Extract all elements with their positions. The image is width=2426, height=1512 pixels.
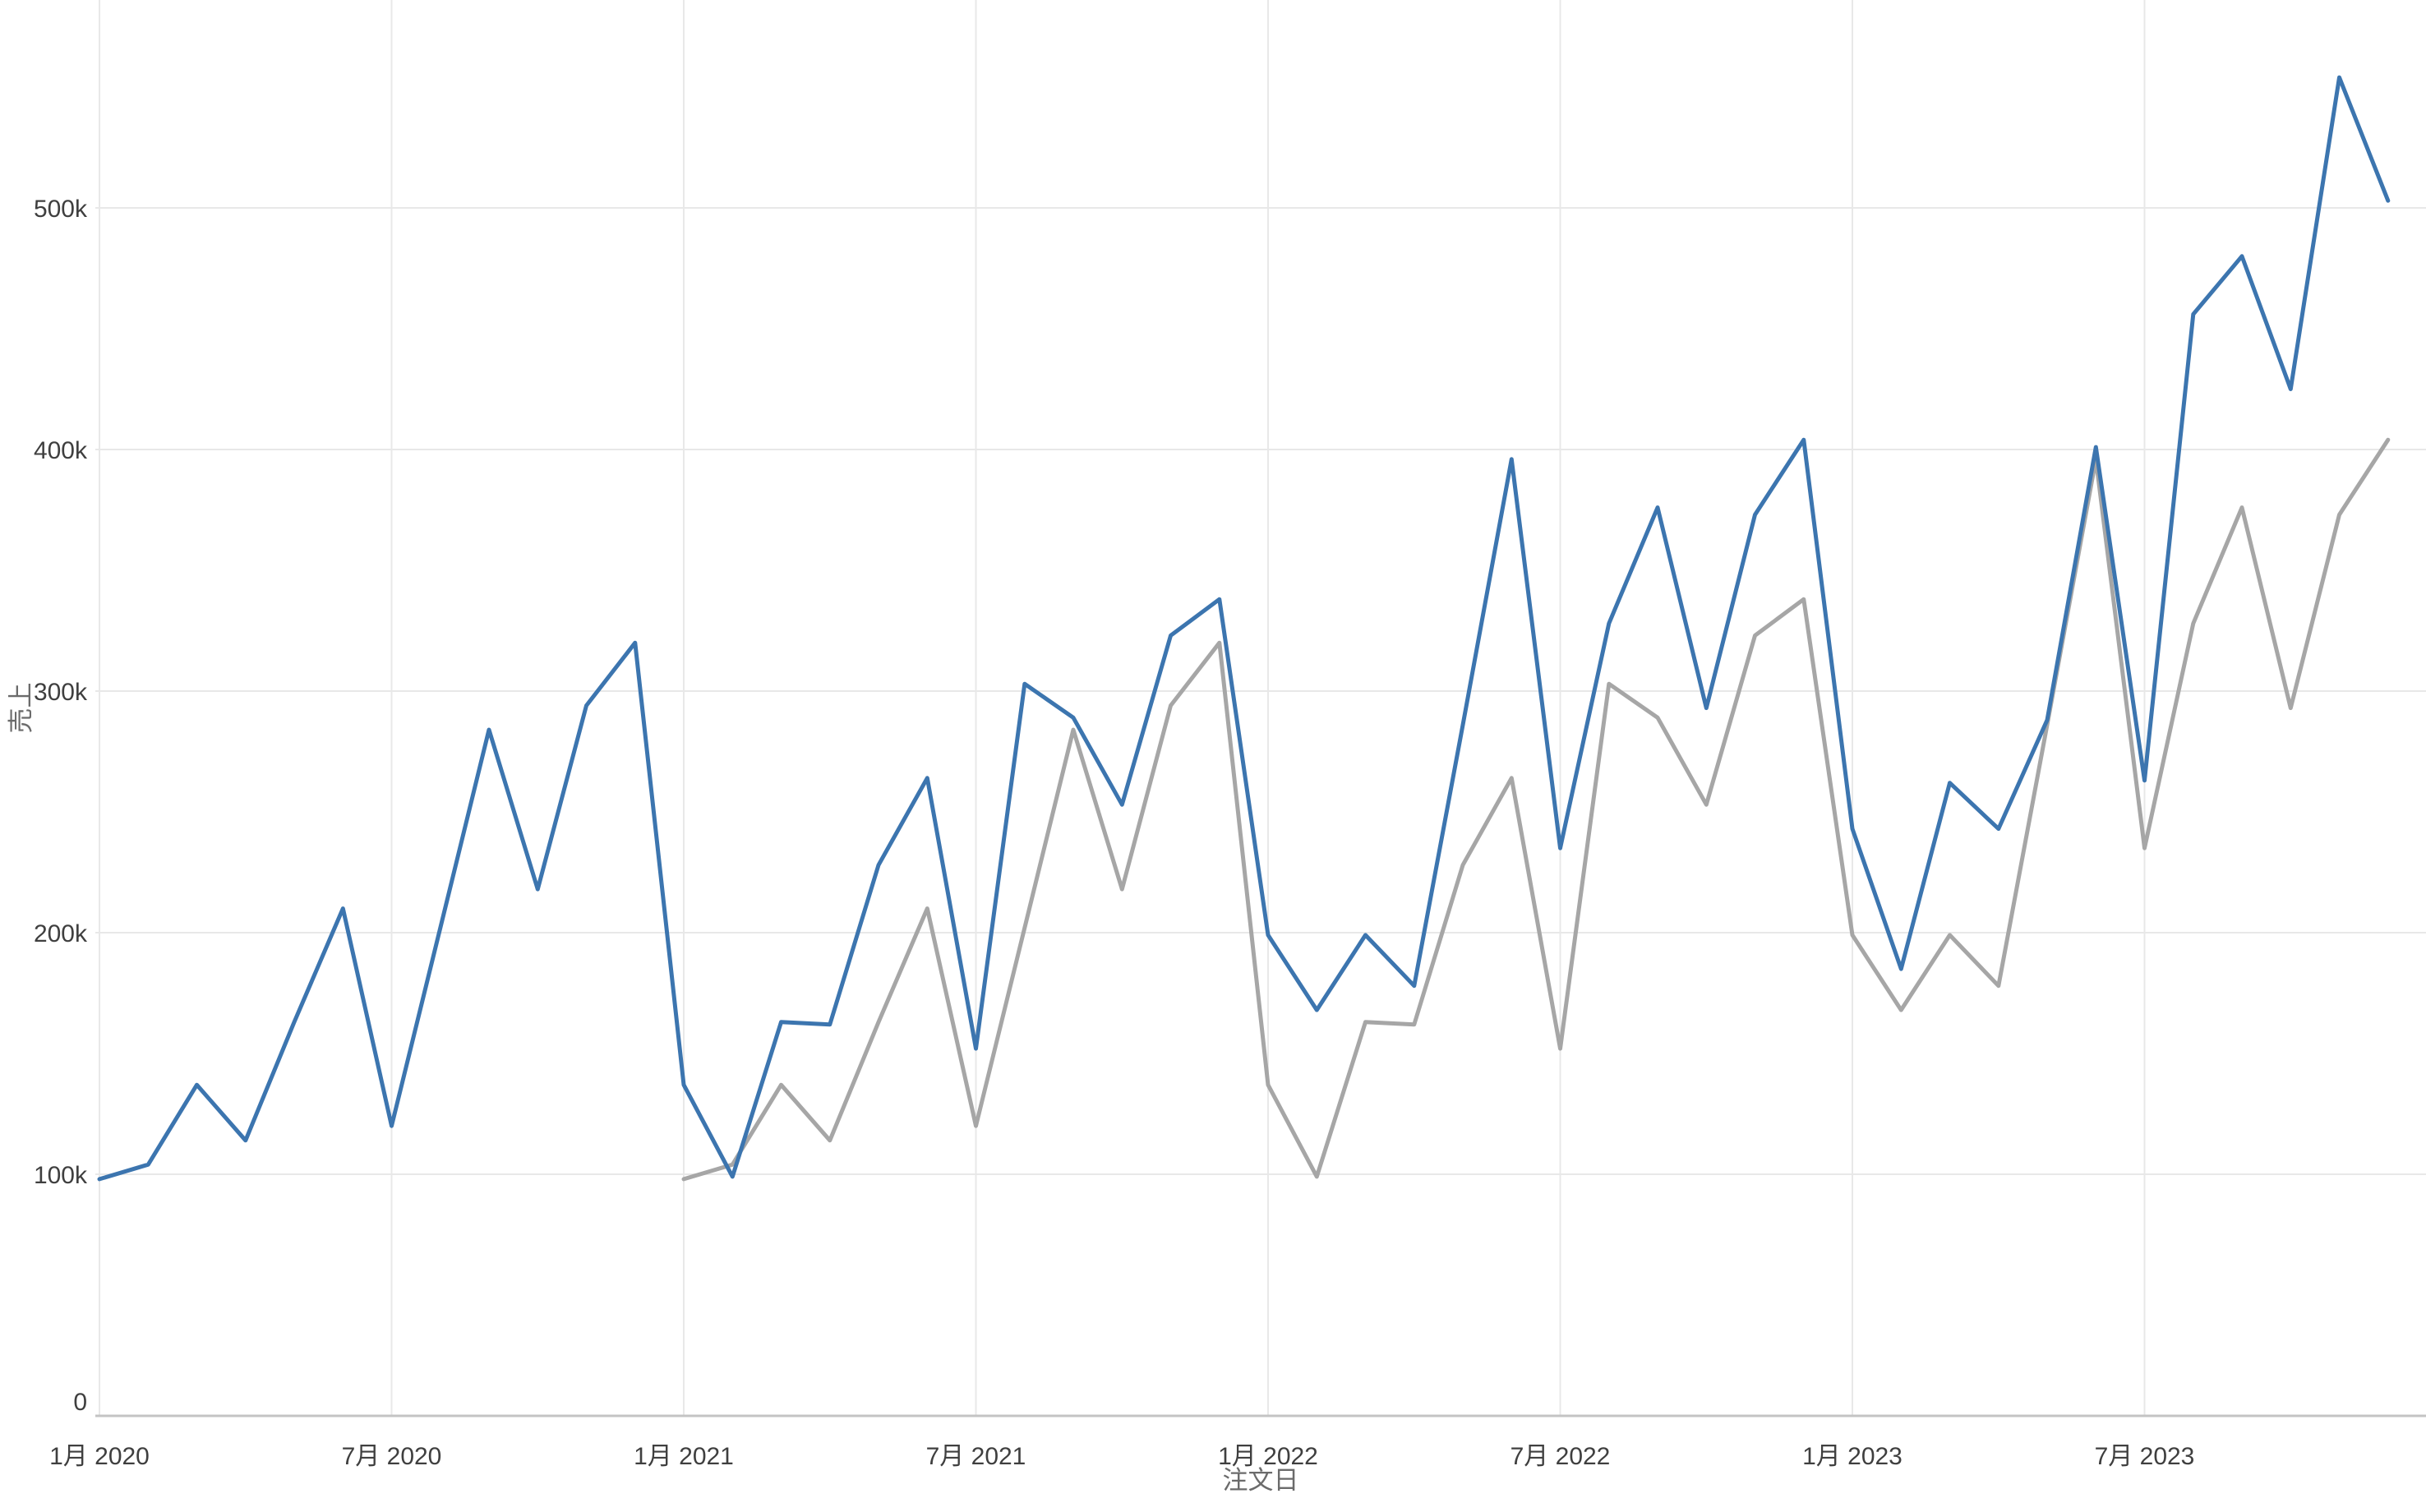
- y-tick-label: 100k: [34, 1162, 88, 1189]
- vertical-gridlines: [99, 0, 2146, 1416]
- y-tick-labels: 0 100k 200k 300k 400k 500k: [34, 196, 88, 1416]
- y-tick-label: 300k: [34, 679, 88, 706]
- series-gray-line: [681, 437, 2391, 1182]
- y-tick-label: 0: [73, 1389, 87, 1416]
- horizontal-gridlines: [95, 207, 2426, 1175]
- x-tick-label: 1月 2020: [49, 1443, 150, 1470]
- y-tick-label: 400k: [34, 437, 88, 464]
- x-tick-label: 1月 2023: [1802, 1443, 1903, 1470]
- x-tick-label: 7月 2023: [2095, 1443, 2195, 1470]
- x-tick-label: 7月 2021: [926, 1443, 1026, 1470]
- x-tick-label: 1月 2022: [1218, 1443, 1318, 1470]
- x-tick-label: 1月 2021: [634, 1443, 734, 1470]
- y-tick-label: 500k: [34, 196, 88, 223]
- axis-titles: 注文日 売上: [7, 683, 1299, 1496]
- x-axis-title: 注文日: [1223, 1466, 1299, 1495]
- y-tick-label: 200k: [34, 920, 88, 947]
- series-blue-line: [97, 75, 2391, 1182]
- y-axis-title: 売上: [7, 683, 35, 734]
- series-traces: [97, 75, 2391, 1182]
- x-tick-labels: 1月 2020 7月 2020 1月 2021 7月 2021 1月 2022 7月 20…: [49, 1443, 2194, 1470]
- x-tick-label: 7月 2020: [342, 1443, 442, 1470]
- x-tick-label: 7月 2022: [1510, 1443, 1611, 1470]
